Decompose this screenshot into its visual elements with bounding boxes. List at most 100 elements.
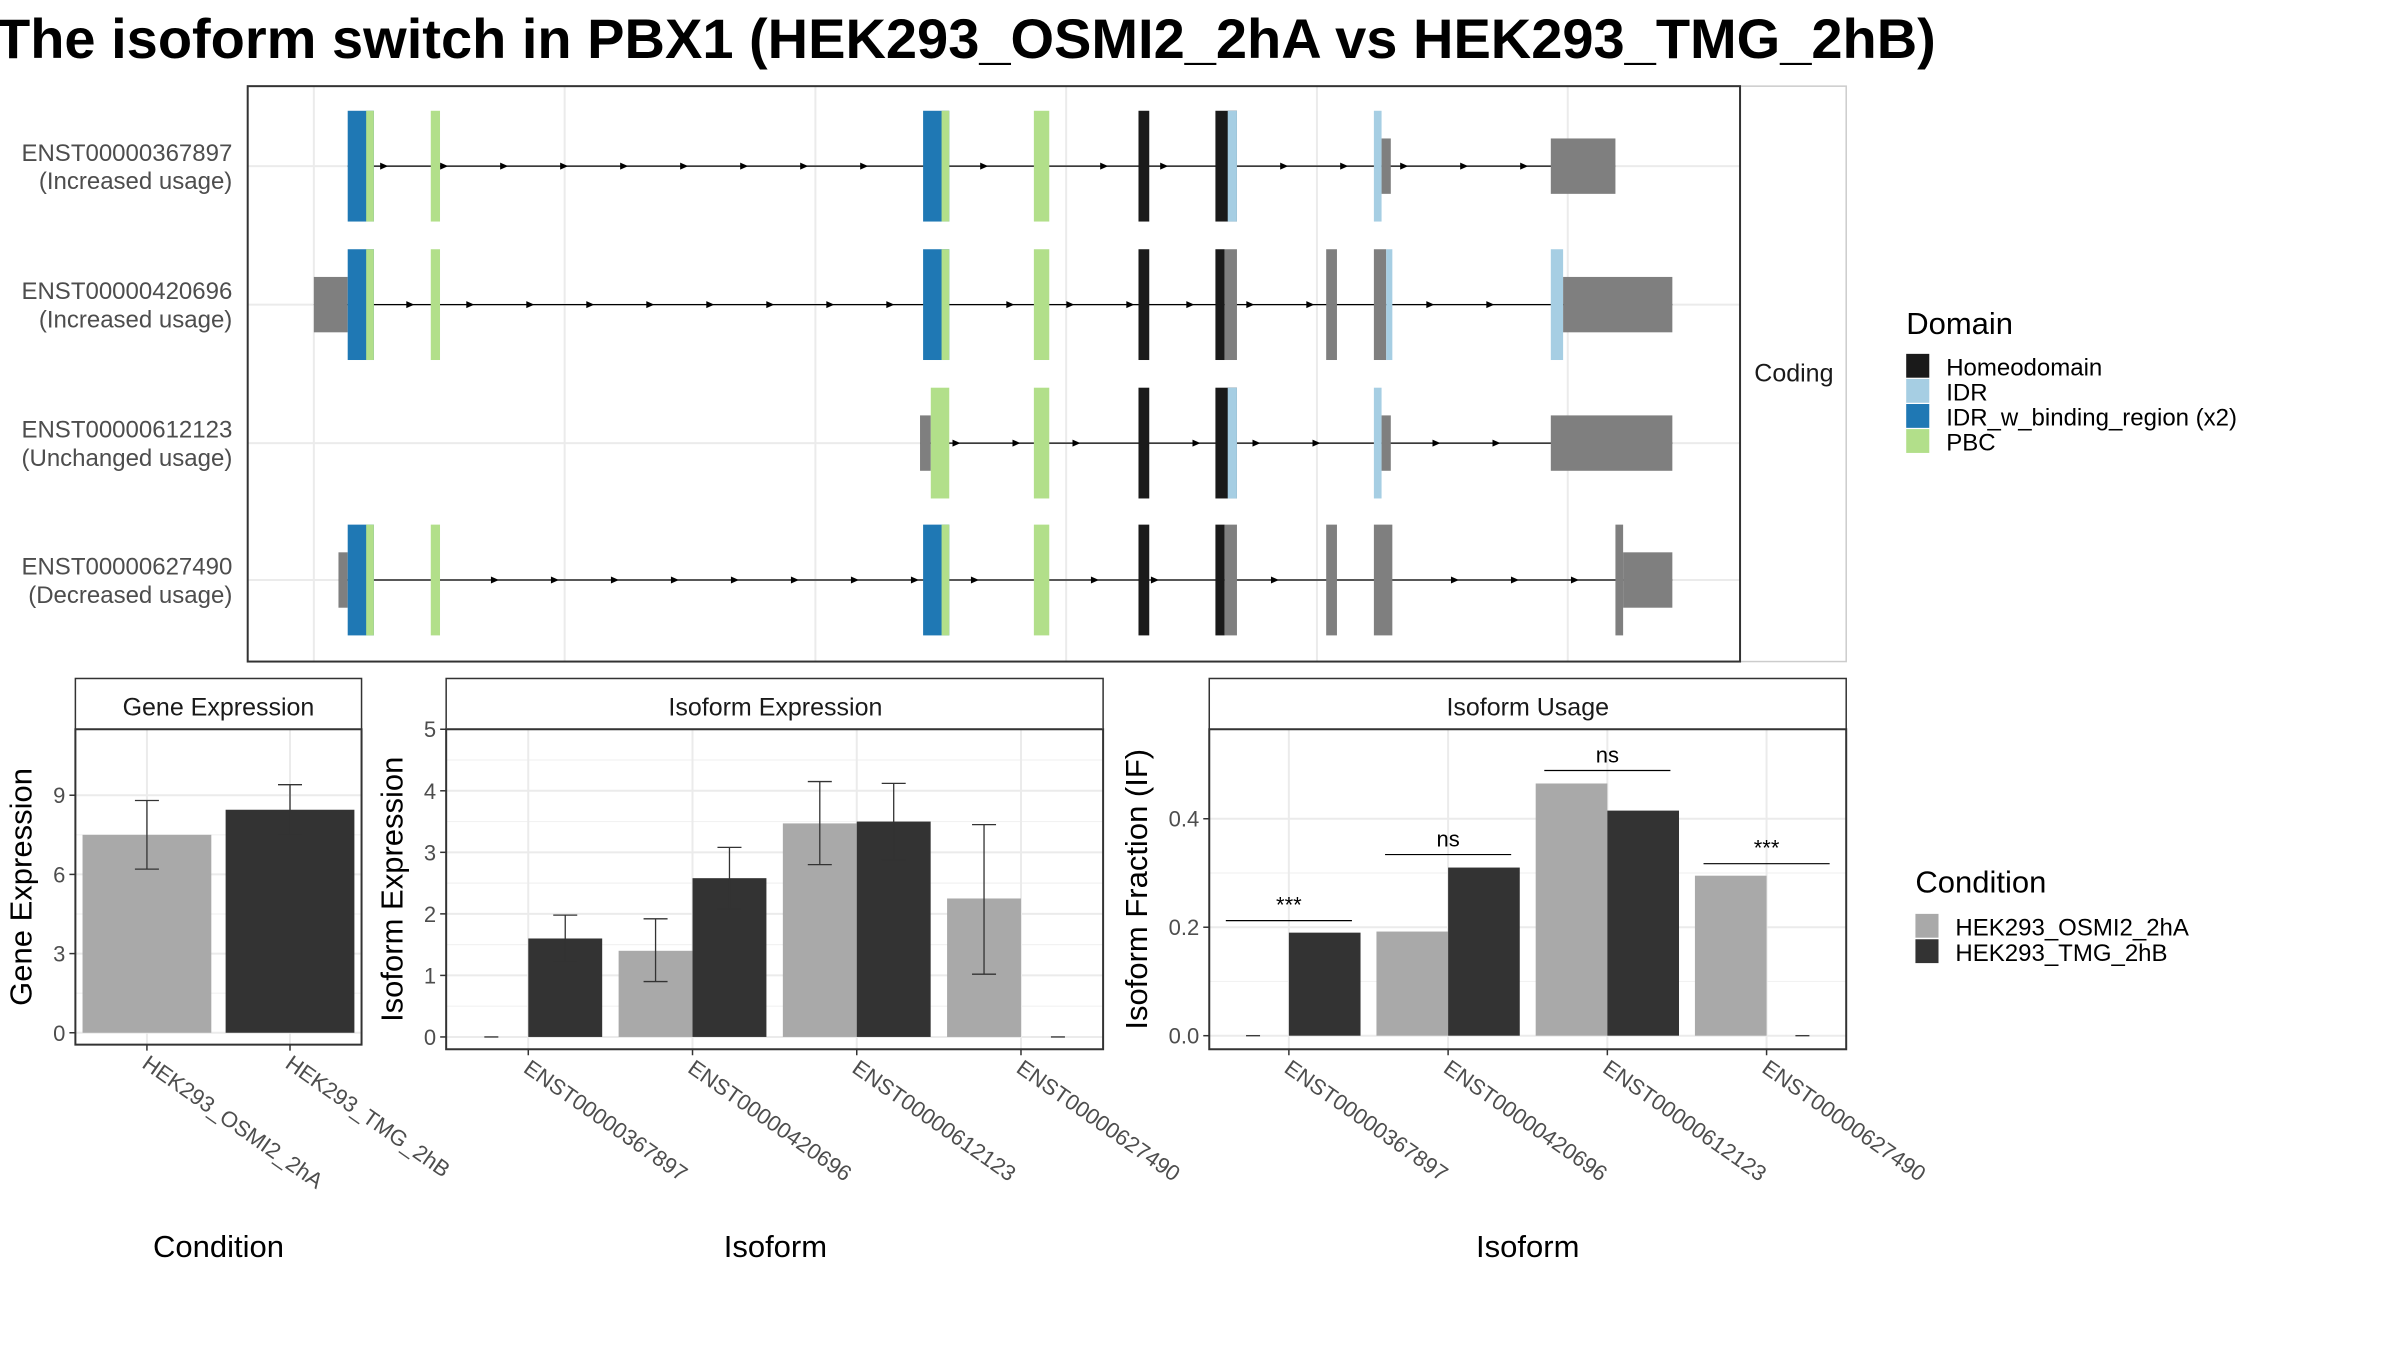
legend-key-swatch [1915, 939, 1939, 964]
direction-arrow [1066, 301, 1075, 309]
bar-HEK293_OSMI2_2hA-ENST00000627490 [1694, 875, 1767, 1036]
bar-HEK293_TMG_2hB-ENST00000367897 [1288, 932, 1361, 1036]
domain-block-homeodomain [1215, 524, 1225, 636]
direction-arrow [406, 301, 415, 309]
panel-title: Gene Expression [123, 693, 315, 721]
legend-title: Domain [1906, 306, 2013, 341]
transcript-id-label: ENST00000367897 [21, 140, 232, 167]
transcript-ENST00000367897 [347, 110, 1616, 222]
domain-block-pbc [941, 524, 950, 636]
direction-arrow [680, 162, 689, 170]
transcript-usage-label: (Increased usage) [39, 307, 232, 334]
exon-block [1615, 524, 1624, 636]
direction-arrow [1160, 162, 1169, 170]
exon-block [1550, 138, 1616, 194]
direction-arrow [860, 162, 869, 170]
direction-arrow [1270, 576, 1279, 584]
exon-block [1373, 524, 1393, 636]
transcript-id-label: ENST00000612123 [21, 417, 232, 444]
isoform-expression-panel: Isoform Expression012345ENST00000367897E… [374, 677, 1185, 1264]
isoform-usage-panel: Isoform Usage 0.0 0.2 0.4 *** ns ns *** ENST0000… [1119, 677, 1931, 1264]
direction-arrow [1126, 301, 1135, 309]
direction-arrow [560, 162, 569, 170]
exon-block [1224, 249, 1237, 361]
domain-block-idr [1227, 110, 1237, 222]
domain-block-pbc [1033, 387, 1050, 499]
bar-HEK293_TMG_2hB-ENST00000420696 [1448, 867, 1520, 1036]
direction-arrow [380, 162, 389, 170]
panel-strip [1208, 677, 1847, 730]
legend-key-swatch [1906, 429, 1930, 453]
direction-arrow [610, 576, 619, 584]
direction-arrow [1306, 301, 1315, 309]
domain-block-pbc [430, 524, 441, 636]
y-tick-label: 0 [53, 1021, 65, 1046]
x-axis-title: Isoform [1476, 1229, 1579, 1264]
plot-border [1208, 728, 1848, 1051]
direction-arrow [790, 576, 799, 584]
bar-HEK293_TMG_2hB-ENST00000612123 [1607, 810, 1680, 1036]
direction-arrow [1492, 439, 1501, 447]
legend-key-swatch [1906, 378, 1930, 403]
direction-arrow [1090, 576, 1099, 584]
transcript-usage-label: (Decreased usage) [28, 582, 232, 609]
plot-border [445, 728, 1105, 1051]
transcript-ENST00000627490 [338, 524, 1673, 636]
legend-item-label: IDR [1946, 379, 1987, 406]
direction-arrow [1432, 439, 1441, 447]
direction-arrow [620, 162, 629, 170]
y-axis-title: Isoform Fraction (IF) [1119, 749, 1154, 1030]
direction-arrow [1312, 439, 1321, 447]
direction-arrow [1510, 576, 1519, 584]
direction-arrow [500, 162, 509, 170]
domain-block-pbc [941, 249, 950, 361]
figure-title: The isoform switch in PBX1 (HEK293_OSMI2… [0, 7, 1936, 70]
direction-arrow [970, 576, 979, 584]
direction-arrow [706, 301, 715, 309]
direction-arrow [740, 162, 749, 170]
facet-strip [1739, 85, 1847, 663]
legend-key-swatch [1915, 913, 1939, 938]
direction-arrow [826, 301, 835, 309]
y-tick-label: 6 [53, 862, 65, 887]
direction-arrow [1100, 162, 1109, 170]
direction-arrow [1520, 162, 1529, 170]
panel-title: Isoform Expression [668, 693, 882, 721]
gene-model-background [247, 86, 1741, 662]
direction-arrow [1150, 576, 1159, 584]
x-tick-label: ENST00000420696 [684, 1055, 857, 1186]
y-tick-label: 9 [53, 783, 65, 808]
direction-arrow [1280, 162, 1289, 170]
exon-block [1623, 552, 1673, 608]
domain-block-idr [1373, 110, 1382, 222]
x-tick-label: ENST00000627490 [1758, 1055, 1931, 1186]
legend-key-swatch [1906, 353, 1930, 378]
legend-item-label: HEK293_OSMI2_2hA [1955, 914, 2188, 941]
direction-arrow [646, 301, 655, 309]
y-axis-title: Isoform Expression [374, 757, 409, 1022]
y-tick-label: 0.2 [1169, 915, 1200, 940]
direction-arrow [886, 301, 895, 309]
domain-block-homeodomain [1138, 110, 1150, 222]
facet-label: Coding [1754, 360, 1833, 388]
transcript-ENST00000420696 [313, 249, 1673, 361]
significance-label: ns [1436, 827, 1459, 852]
direction-arrow [800, 162, 809, 170]
domain-block-pbc [930, 387, 950, 499]
direction-arrow [440, 162, 449, 170]
exon-block [920, 415, 931, 471]
domain-block-homeodomain [1138, 249, 1150, 361]
domain-block-pbc [366, 110, 374, 222]
domain-block-pbc [430, 110, 441, 222]
y-tick-label: 5 [424, 717, 436, 742]
domain-block-pbc [1033, 249, 1050, 361]
direction-arrow [1246, 301, 1255, 309]
domain-block-idr [1227, 387, 1237, 499]
y-tick-label: 0.4 [1169, 807, 1200, 832]
direction-arrow [1006, 301, 1015, 309]
direction-arrow [1012, 439, 1021, 447]
direction-arrow [952, 439, 961, 447]
domain-block-homeodomain [1138, 524, 1150, 636]
x-tick-label: ENST00000367897 [519, 1055, 692, 1186]
